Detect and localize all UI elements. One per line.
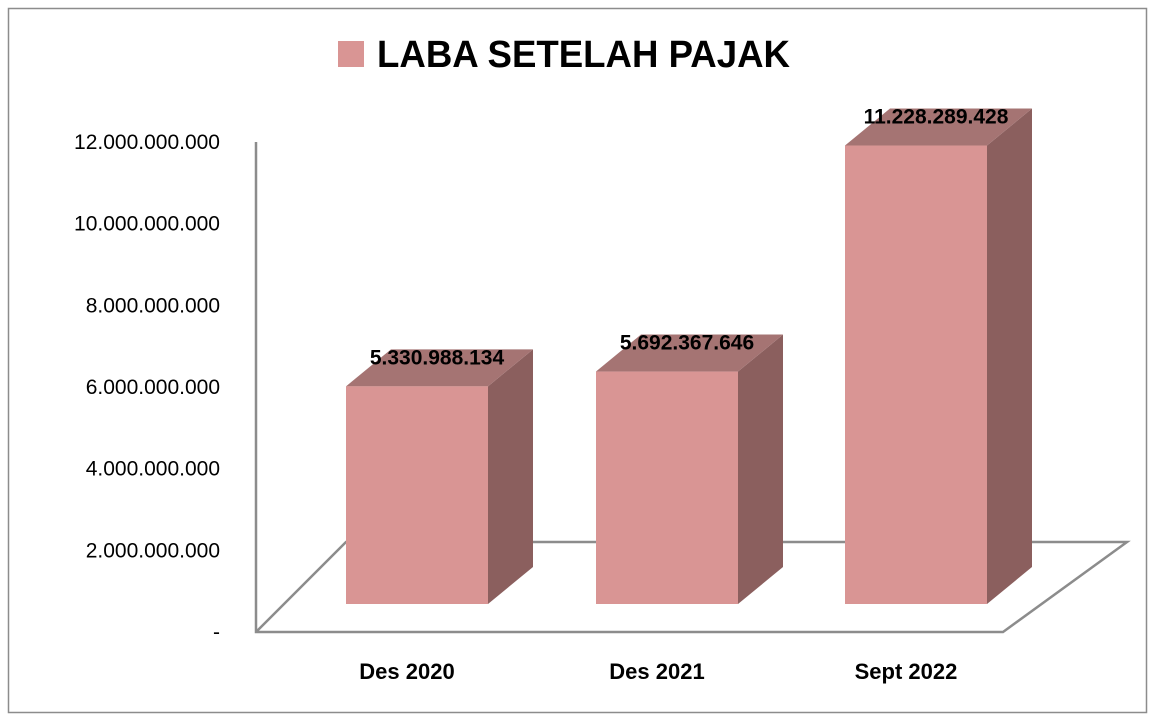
bar-top: [346, 349, 533, 387]
x-tick-label: Des 2021: [609, 659, 704, 684]
bar-side: [488, 349, 533, 604]
bar: 5.330.988.134: [346, 346, 533, 604]
bar-top: [845, 108, 1032, 146]
y-tick-label: 6.000.000.000: [86, 376, 220, 399]
data-label: 5.330.988.134: [370, 346, 505, 369]
y-axis-ticks: - 2.000.000.000 4.000.000.000 6.000.000.000…: [74, 131, 220, 644]
bar-front: [346, 386, 488, 604]
bars: 5.330.988.134 5.692.367.646 11.228.289.428: [346, 106, 1032, 605]
chart-title: LABA SETELAH PAJAK: [377, 34, 791, 76]
y-tick-label: 10.000.000.000: [74, 213, 220, 236]
x-axis-labels: Des 2020 Des 2021 Sept 2022: [359, 659, 957, 684]
bar-front: [845, 145, 987, 604]
x-tick-label: Des 2020: [359, 659, 454, 684]
bar-side: [987, 108, 1032, 605]
bar: 5.692.367.646: [596, 332, 783, 604]
bar-side: [738, 334, 783, 604]
x-tick-label: Sept 2022: [855, 659, 958, 684]
y-tick-label: 4.000.000.000: [86, 458, 220, 481]
data-label: 11.228.289.428: [864, 106, 1009, 129]
bar-top: [596, 334, 783, 372]
bar: 11.228.289.428: [845, 106, 1032, 605]
legend-swatch: [338, 41, 364, 67]
axes: [254, 142, 1131, 634]
y-tick-label: -: [213, 621, 220, 644]
y-tick-label: 2.000.000.000: [86, 539, 220, 562]
legend: LABA SETELAH PAJAK: [338, 34, 791, 76]
data-label: 5.692.367.646: [620, 332, 754, 355]
y-tick-label: 12.000.000.000: [74, 131, 220, 154]
bar-front: [596, 371, 738, 604]
y-tick-label: 8.000.000.000: [86, 294, 220, 317]
axis-floor: [254, 142, 1131, 634]
